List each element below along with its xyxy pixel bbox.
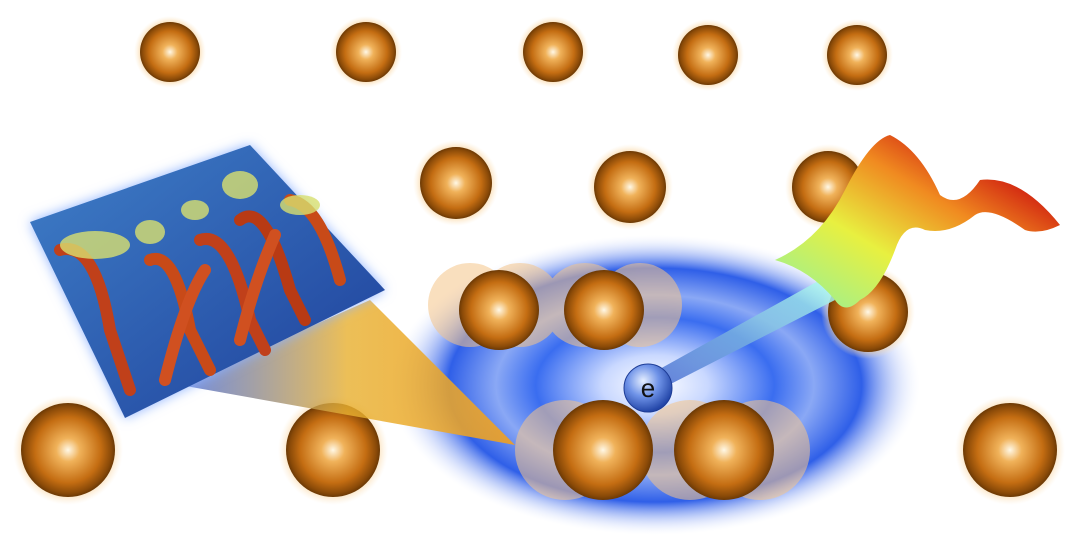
electron-label: e (641, 373, 655, 403)
electron-sphere (623, 363, 673, 413)
zoom-cone (180, 300, 515, 445)
electron: e (623, 363, 673, 413)
zoom-beam (640, 280, 835, 392)
left-panel (30, 145, 385, 418)
atoms (13, 16, 1065, 505)
right-surface (775, 135, 1060, 308)
